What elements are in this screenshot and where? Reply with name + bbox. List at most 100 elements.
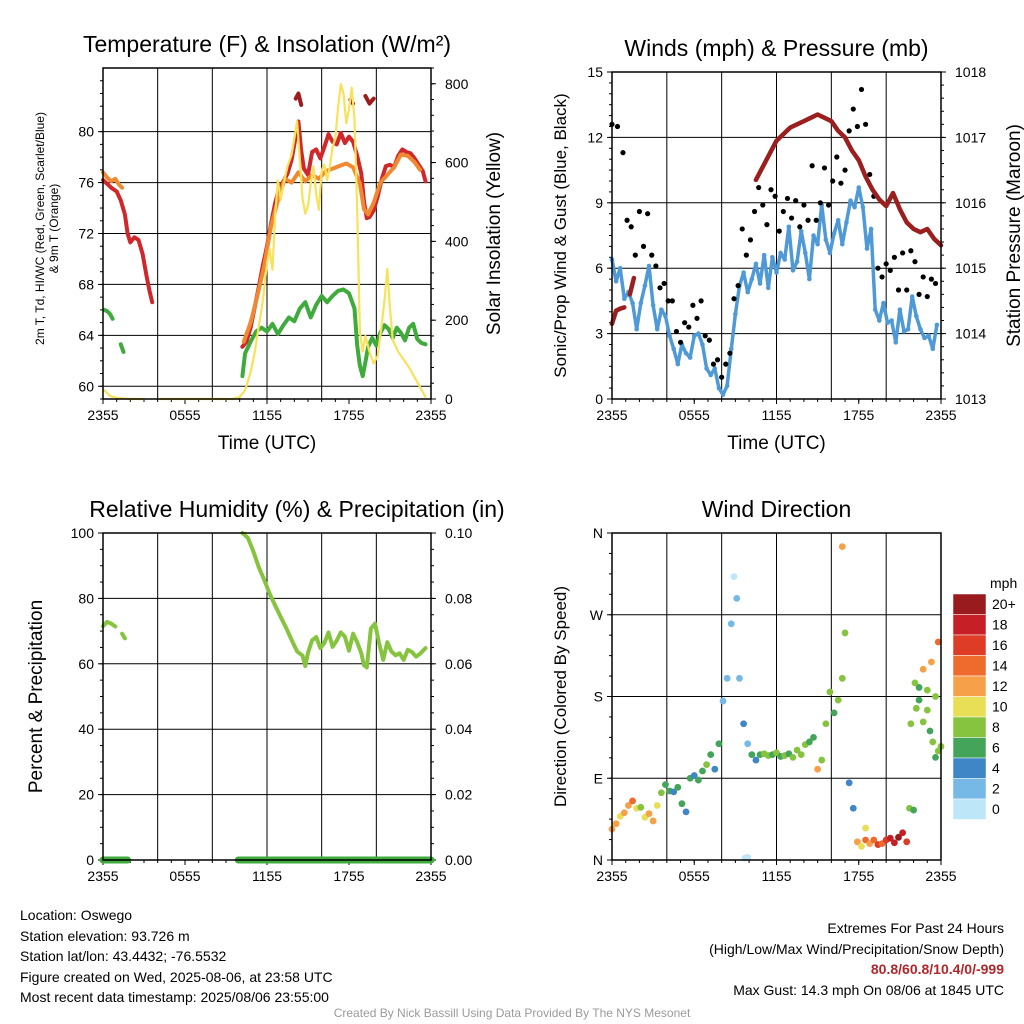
y-tick-label: 80 xyxy=(78,124,94,140)
legend-label: 10 xyxy=(992,699,1008,715)
x-tick-label: 1755 xyxy=(333,407,364,423)
wind-direction-point xyxy=(932,693,939,700)
wind-gust-point xyxy=(764,222,770,228)
y-axis-label: Direction (Colored By Speed) xyxy=(551,586,570,807)
legend-label: 12 xyxy=(992,678,1008,694)
wind-direction-point xyxy=(915,696,923,704)
x-tick-label: 1155 xyxy=(252,407,282,423)
wind-direction-point xyxy=(629,797,636,805)
x-tick-label: 1755 xyxy=(843,868,874,884)
wind-gust-point xyxy=(883,261,889,267)
x-tick-label: 2355 xyxy=(596,868,627,884)
wind-direction-point xyxy=(797,751,805,759)
wind-gust-point xyxy=(895,287,902,293)
wind-direction-point xyxy=(730,573,738,580)
y2-tick-label: 1015 xyxy=(955,260,986,276)
y2-tick-label: 0.04 xyxy=(445,721,472,737)
x-axis-label: Time (UTC) xyxy=(727,433,826,454)
wind-gust-point xyxy=(846,128,852,134)
station-latlon: Station lat/lon: 43.4432; -76.5532 xyxy=(20,948,227,964)
y-tick-label: N xyxy=(593,525,603,541)
y-tick-label: 68 xyxy=(78,276,94,292)
y-axis-label: Sonic/Prop Wind & Gust (Blue, Black) xyxy=(551,93,570,377)
wind-direction-point xyxy=(919,718,927,726)
wind-gust-point xyxy=(863,121,869,127)
wind-speed-point xyxy=(811,233,816,238)
credit-line: Created By Nick Bassill Using Data Provi… xyxy=(333,1006,691,1020)
y2-tick-label: 0.08 xyxy=(445,590,472,606)
wind-speed-point xyxy=(901,329,907,334)
wind-gust-point xyxy=(891,254,897,260)
wind-direction-point xyxy=(838,543,846,551)
panel-title: Temperature (F) & Insolation (W/m²) xyxy=(83,31,451,57)
y-tick-label: N xyxy=(593,852,603,868)
wind-direction-point xyxy=(912,704,920,712)
y-tick-label: 40 xyxy=(78,721,94,737)
wind-speed-point xyxy=(827,250,833,256)
legend-swatch xyxy=(952,696,987,718)
y2-tick-label: 600 xyxy=(445,155,469,171)
wind-gust-point xyxy=(850,106,856,112)
wind-speed-point xyxy=(720,392,726,397)
wind-speed-point xyxy=(860,204,866,210)
wind-direction-point xyxy=(928,658,935,666)
wind-speed-point xyxy=(646,263,652,269)
wind-direction-point xyxy=(915,684,923,691)
x-tick-label: 2355 xyxy=(87,868,118,884)
wind-speed-point xyxy=(889,318,894,323)
wind-direction-point xyxy=(653,802,661,809)
wind-direction-point xyxy=(849,804,857,812)
wind-speed-point xyxy=(778,250,783,256)
y2-tick-label: 0.02 xyxy=(445,787,472,803)
wind-direction-point xyxy=(834,696,842,704)
wind-gust-point xyxy=(690,302,696,308)
wind-direction-point xyxy=(670,788,678,796)
heat_index-line xyxy=(363,94,376,106)
y-tick-label: W xyxy=(590,607,604,623)
wind-gust-point xyxy=(624,217,630,223)
panel-title: Winds (mph) & Pressure (mb) xyxy=(624,35,928,61)
plot-frame xyxy=(102,532,432,861)
y-tick-label: 60 xyxy=(78,656,94,672)
wind-speed-point xyxy=(844,220,849,225)
y2-tick-label: 1013 xyxy=(955,391,986,407)
wind-speed-point xyxy=(770,254,775,260)
wind-gust-point xyxy=(838,180,844,186)
wind-speed-point xyxy=(687,355,693,360)
wind-speed-point xyxy=(905,326,911,332)
plot-frame xyxy=(611,71,942,400)
y-tick-label: 6 xyxy=(595,260,603,276)
y2-tick-label: 0 xyxy=(445,391,453,407)
wind-speed-point xyxy=(922,335,927,341)
pressure-line xyxy=(627,275,637,297)
wind-direction-point xyxy=(612,820,620,828)
wind-gust-point xyxy=(772,193,778,199)
wind-gust-point xyxy=(817,200,823,206)
wind-gust-point xyxy=(731,296,737,302)
y2-tick-label: 200 xyxy=(445,312,469,328)
wind-speed-point xyxy=(782,257,788,262)
wind-gust-point xyxy=(900,250,906,256)
wind-direction-point xyxy=(910,806,917,814)
wind-speed-point xyxy=(683,350,689,356)
pressure-line xyxy=(609,305,627,327)
wind-speed-point xyxy=(774,270,779,275)
wind-direction-point xyxy=(810,733,817,741)
wind-gust-point xyxy=(702,333,708,339)
wind-direction-point xyxy=(806,738,813,746)
wind-direction-point xyxy=(645,810,653,818)
wind-direction-point xyxy=(719,697,727,705)
wind-gust-point xyxy=(653,263,659,269)
wind-gust-point xyxy=(924,293,930,300)
wind-gust-point xyxy=(628,224,634,230)
wind-speed-point xyxy=(856,185,862,190)
wind-direction-point xyxy=(703,761,710,769)
legend-label: 16 xyxy=(992,637,1008,653)
wind-gust-point xyxy=(805,217,811,223)
extremes-subtitle: (High/Low/Max Wind/Precipitation/Snow De… xyxy=(709,940,1004,957)
wind-direction-point xyxy=(793,746,801,754)
y2-tick-label: 0.06 xyxy=(445,656,472,672)
legend-swatch xyxy=(952,655,987,677)
wind-speed-point xyxy=(864,246,870,251)
